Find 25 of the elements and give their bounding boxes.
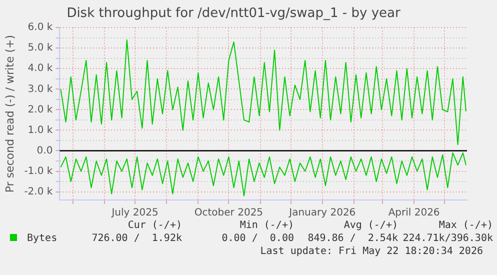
y-axis-title: Pr second read (-) / write (+) (3, 34, 16, 193)
x-tick-label: April 2026 (388, 208, 440, 219)
text: Avg (-/+) (342, 220, 398, 231)
text: Max (-/+) (438, 220, 493, 231)
y-tick-label: 5.0 k (28, 42, 53, 54)
y-tick-label: 3.0 k (28, 84, 53, 95)
legend-label: Bytes (26, 233, 58, 244)
y-tick-label: 0.0 (36, 145, 53, 156)
y-tick-label: 2.0 k (28, 104, 53, 116)
text: Last update: Fri May 22 18:20:34 2026 (259, 246, 483, 257)
y-tick-label: -2.0 k (24, 186, 53, 198)
y-tick-label: 4.0 k (28, 63, 53, 74)
text: Cur (-/+) (126, 220, 182, 231)
text: 726.00 / 1.92k (90, 233, 182, 244)
x-tick-label: July 2025 (110, 208, 158, 219)
y-tick-label: 6.0 k (28, 22, 53, 34)
chart-title: Disk throughput for /dev/ntt01-vg/swap_1 - by year (66, 6, 401, 22)
x-tick-label: January 2026 (288, 208, 356, 219)
text: 224.71k/396.30k (402, 233, 493, 244)
y-tick-label: 1.0 k (28, 124, 53, 136)
y-tick-label: -1.0 k (24, 166, 53, 177)
text: 849.86 / 2.54k (306, 233, 398, 244)
x-tick-label: October 2025 (194, 208, 264, 219)
text: Min (-/+) (238, 220, 294, 231)
text: 0.00 / 0.00 (220, 233, 294, 244)
